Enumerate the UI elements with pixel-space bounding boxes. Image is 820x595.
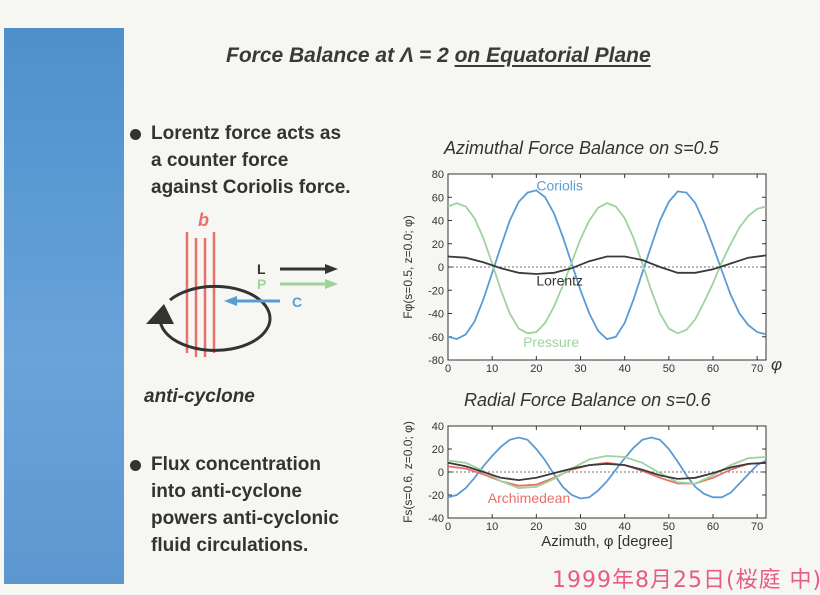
y-tick-label: -20 <box>428 285 444 297</box>
y-tick-label: -40 <box>428 513 444 525</box>
magnetic-field-lines <box>185 232 216 357</box>
arrow-label-P: P <box>257 276 266 292</box>
anticyclone-caption: anti-cyclone <box>144 386 255 407</box>
arrow-label-L: L <box>257 261 266 277</box>
x-tick-label: 10 <box>486 363 498 375</box>
x-tick-label: 0 <box>445 363 451 375</box>
x-tick-label: 50 <box>663 521 675 533</box>
x-tick-label: 0 <box>445 521 451 533</box>
bullet-lorentz: Lorentz force acts as a counter force ag… <box>128 120 351 201</box>
series-label: Coriolis <box>536 177 583 193</box>
slide-title: Force Balance at Λ = 2 on Equatorial Pla… <box>226 44 746 68</box>
bullet-line: a counter force <box>151 150 289 171</box>
coriolis-arrowhead <box>224 296 237 306</box>
handwritten-date-stamp: 1999年8月25日(桜庭 中) <box>552 568 820 593</box>
series-line <box>447 254 767 275</box>
bullet-line: Lorentz force acts as <box>151 123 342 144</box>
x-tick-label: 50 <box>663 363 675 375</box>
x-tick-label: 70 <box>751 363 763 375</box>
bullet-line: powers anti-cyclonic <box>151 508 339 529</box>
x-axis-label: φ <box>771 355 782 374</box>
blue-sidebar <box>4 28 124 584</box>
title-underlined: on Equatorial Plane <box>454 44 651 67</box>
x-tick-label: 30 <box>574 521 586 533</box>
series-line <box>447 454 767 490</box>
field-label: b <box>198 210 209 230</box>
circulation-arrowhead <box>146 304 174 324</box>
y-tick-label: 80 <box>432 169 444 181</box>
y-tick-label: -20 <box>428 490 444 502</box>
series-line <box>447 436 767 500</box>
y-tick-label: 0 <box>438 262 444 274</box>
x-tick-label: 40 <box>619 521 631 533</box>
y-tick-label: -80 <box>428 355 444 367</box>
x-tick-label: 60 <box>707 363 719 375</box>
chart2-title: Radial Force Balance on s=0.6 <box>464 390 711 410</box>
anticyclone-diagram: b L P C <box>146 210 338 357</box>
y-tick-label: 0 <box>438 467 444 479</box>
arrow-label-C: C <box>292 294 302 310</box>
bullet-line: into anti-cyclone <box>151 481 302 502</box>
series-line <box>447 202 767 335</box>
bullet-line: Flux concentration <box>151 454 321 475</box>
series-label: Pressure <box>523 334 579 350</box>
x-axis-label: Azimuth, φ [degree] <box>541 533 672 550</box>
circulation-arc <box>158 284 272 352</box>
x-tick-label: 60 <box>707 521 719 533</box>
y-tick-label: -40 <box>428 309 444 321</box>
x-tick-label: 10 <box>486 521 498 533</box>
series-label: Lorentz <box>536 273 583 289</box>
bullet-line: fluid circulations. <box>151 535 309 556</box>
series-line <box>447 189 767 341</box>
bullet-flux: Flux concentration into anti-cyclone pow… <box>128 451 339 559</box>
series-line <box>447 461 767 482</box>
pressure-arrowhead <box>325 279 338 289</box>
x-tick-label: 30 <box>574 363 586 375</box>
y-tick-label: 20 <box>432 444 444 456</box>
bullet-line: against Coriolis force. <box>151 177 351 198</box>
y-axis-label: Fφ(s=0.5, z=0.0; φ) <box>401 215 415 319</box>
x-tick-label: 20 <box>530 363 542 375</box>
lorentz-arrowhead <box>325 264 338 274</box>
y-tick-label: 40 <box>432 216 444 228</box>
bullet-dot <box>130 460 141 471</box>
y-tick-label: 40 <box>432 421 444 433</box>
y-tick-label: 20 <box>432 239 444 251</box>
x-tick-label: 40 <box>619 363 631 375</box>
y-tick-label: 60 <box>432 192 444 204</box>
x-tick-label: 70 <box>751 521 763 533</box>
bullet-dot <box>130 129 141 140</box>
y-axis-label: Fs(s=0.6, z=0.0; φ) <box>401 421 415 523</box>
x-tick-label: 20 <box>530 521 542 533</box>
title-prefix: Force Balance at Λ = 2 <box>226 44 455 67</box>
y-tick-label: -60 <box>428 332 444 344</box>
chart1-title: Azimuthal Force Balance on s=0.5 <box>444 138 719 158</box>
series-label: Archimedean <box>488 490 571 506</box>
